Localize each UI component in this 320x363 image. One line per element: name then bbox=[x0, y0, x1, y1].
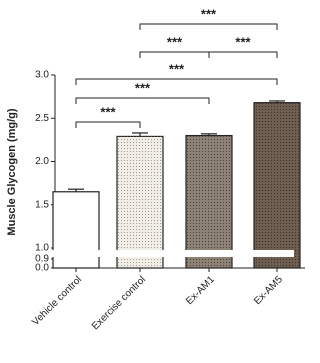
significance-bracket bbox=[75, 121, 141, 128]
significance-label: *** bbox=[135, 80, 151, 95]
y-tick-label: 2.5 bbox=[35, 113, 49, 124]
y-tick-label: 0.9 bbox=[35, 254, 49, 265]
significance-label: *** bbox=[167, 34, 183, 49]
bar-texture bbox=[186, 135, 232, 268]
bar-texture bbox=[254, 102, 300, 269]
y-tick-label: 1.0 bbox=[35, 243, 49, 254]
x-tick-label: Ex-AM1 bbox=[184, 274, 217, 307]
significance-label: *** bbox=[169, 61, 185, 76]
bar-texture bbox=[117, 136, 163, 268]
significance-label: *** bbox=[100, 104, 116, 119]
x-tick-label: Ex-AM5 bbox=[252, 274, 285, 307]
significance-bracket bbox=[75, 97, 210, 104]
significance-bracket bbox=[139, 51, 210, 58]
significance-bracket bbox=[139, 23, 278, 30]
y-tick-label: 2.0 bbox=[35, 156, 49, 167]
significance-bracket bbox=[208, 51, 278, 58]
y-tick-label: 1.5 bbox=[35, 199, 49, 210]
y-tick-label: 3.0 bbox=[35, 70, 49, 81]
significance-label: *** bbox=[235, 34, 251, 49]
y-axis-label: Muscle Glycogen (mg/g) bbox=[6, 108, 18, 235]
y-tick-label: 0.0 bbox=[35, 263, 49, 274]
x-tick-label: Exercise control bbox=[90, 274, 148, 332]
x-tick-label: Vehicle control bbox=[30, 274, 84, 328]
significance-bracket bbox=[75, 78, 278, 85]
axis-break bbox=[49, 250, 294, 257]
significance-label: *** bbox=[201, 6, 217, 21]
